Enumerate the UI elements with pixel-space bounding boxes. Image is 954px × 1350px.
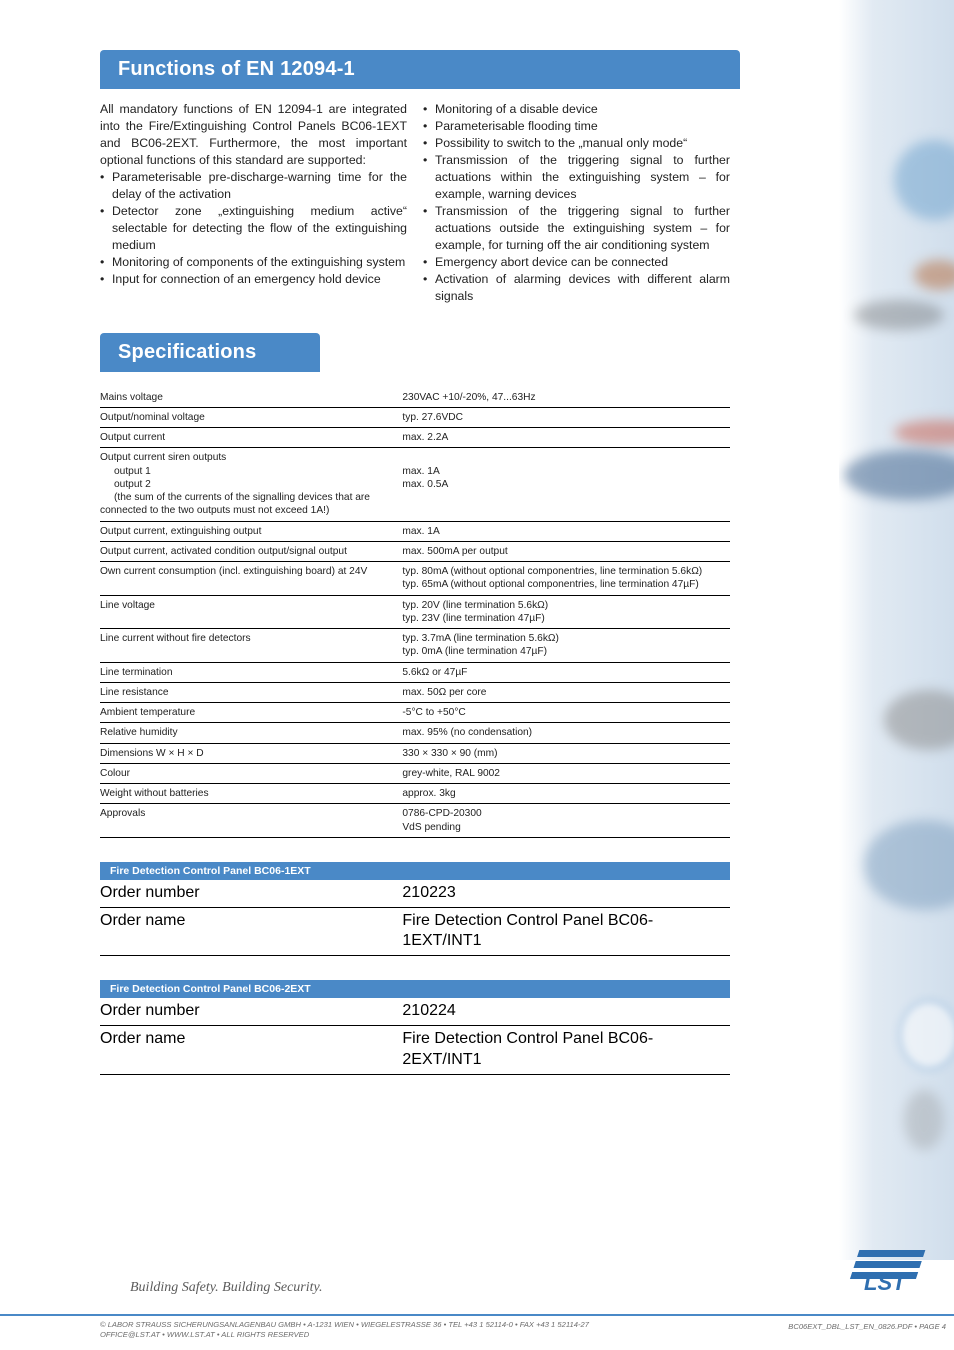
functions-body: All mandatory functions of EN 12094-1 ar…: [100, 101, 730, 305]
spec-row: Mains voltage230VAC +10/-20%, 47...63Hz: [100, 388, 730, 408]
footer-bar: [0, 1314, 954, 1316]
spec-value: max. 2.2A: [402, 431, 730, 444]
spec-value: 330 × 330 × 90 (mm): [402, 747, 730, 760]
specs-header: Specifications: [100, 333, 320, 372]
svg-text:LST: LST: [864, 1270, 907, 1294]
spec-value: approx. 3kg: [402, 787, 730, 800]
spec-label: Weight without batteries: [100, 787, 402, 800]
order1-name-label: Order name: [100, 911, 402, 932]
specs-table: Mains voltage230VAC +10/-20%, 47...63HzO…: [100, 388, 730, 838]
spec-row: Line voltagetyp. 20V (line termination 5…: [100, 596, 730, 630]
spec-value: typ. 3.7mA (line termination 5.6kΩ)typ. …: [402, 632, 730, 659]
order1-num-value: 210223: [402, 883, 730, 904]
order2-num-label: Order number: [100, 1001, 402, 1022]
order2-name-label: Order name: [100, 1029, 402, 1050]
spec-row: Output currentmax. 2.2A: [100, 428, 730, 448]
spec-value: max. 500mA per output: [402, 545, 730, 558]
lst-logo: LST: [838, 1248, 934, 1294]
spec-label: Line resistance: [100, 686, 402, 699]
order-block-2: Fire Detection Control Panel BC06-2EXT O…: [100, 980, 730, 1074]
spec-value: typ. 27.6VDC: [402, 411, 730, 424]
function-item: Monitoring of components of the extingui…: [100, 254, 407, 271]
function-item: Transmission of the triggering signal to…: [423, 203, 730, 254]
functions-header: Functions of EN 12094-1: [100, 50, 740, 89]
spec-row: Own current consumption (incl. extinguis…: [100, 562, 730, 596]
spec-row: Output current, extinguishing outputmax.…: [100, 522, 730, 542]
spec-value: max. 50Ω per core: [402, 686, 730, 699]
spec-label: Line current without fire detectors: [100, 632, 402, 645]
order2-num-value: 210224: [402, 1001, 730, 1022]
spec-row: Relative humiditymax. 95% (no condensati…: [100, 723, 730, 743]
spec-label: Relative humidity: [100, 726, 402, 739]
function-item: Monitoring of a disable device: [423, 101, 730, 118]
order-block-1: Fire Detection Control Panel BC06-1EXT O…: [100, 862, 730, 956]
spec-label: Output current, extinguishing output: [100, 525, 402, 538]
function-item: Parameterisable pre-discharge-warning ti…: [100, 169, 407, 203]
footer-line2: OFFICE@LST.AT • WWW.LST.AT • ALL RIGHTS …: [100, 1330, 309, 1339]
spec-row: Ambient temperature-5°C to +50°C: [100, 703, 730, 723]
spec-value: grey-white, RAL 9002: [402, 767, 730, 780]
spec-row: Line termination5.6kΩ or 47µF: [100, 663, 730, 683]
spec-value: typ. 80mA (without optional componentrie…: [402, 565, 730, 592]
function-item: Parameterisable flooding time: [423, 118, 730, 135]
function-item: Activation of alarming devices with diff…: [423, 271, 730, 305]
spec-row: Output/nominal voltagetyp. 27.6VDC: [100, 408, 730, 428]
order1-num-label: Order number: [100, 883, 402, 904]
tagline: Building Safety. Building Security.: [130, 1280, 322, 1296]
spec-row: Dimensions W × H × D330 × 330 × 90 (mm): [100, 744, 730, 764]
function-item: Emergency abort device can be connected: [423, 254, 730, 271]
spec-label: Dimensions W × H × D: [100, 747, 402, 760]
spec-label: Own current consumption (incl. extinguis…: [100, 565, 402, 578]
footer-right: BC06EXT_DBL_LST_EN_0826.PDF • PAGE 4: [788, 1322, 946, 1331]
order2-header: Fire Detection Control Panel BC06-2EXT: [100, 980, 730, 998]
spec-row: Output current, activated condition outp…: [100, 542, 730, 562]
order2-name-value: Fire Detection Control Panel BC06-2EXT/I…: [402, 1029, 730, 1071]
spec-value: max. 1A: [402, 525, 730, 538]
spec-label: Colour: [100, 767, 402, 780]
functions-intro: All mandatory functions of EN 12094-1 ar…: [100, 102, 407, 167]
spec-row: Line resistancemax. 50Ω per core: [100, 683, 730, 703]
function-item: Input for connection of an emergency hol…: [100, 271, 407, 288]
spec-value: typ. 20V (line termination 5.6kΩ)typ. 23…: [402, 599, 730, 626]
spec-label: Ambient temperature: [100, 706, 402, 719]
spec-value: 230VAC +10/-20%, 47...63Hz: [402, 391, 730, 404]
function-item: Detector zone „extinguishing medium acti…: [100, 203, 407, 254]
spec-value: max. 95% (no condensation): [402, 726, 730, 739]
spec-label: Line termination: [100, 666, 402, 679]
spec-label: Output current: [100, 431, 402, 444]
order1-name-value: Fire Detection Control Panel BC06-1EXT/I…: [402, 911, 730, 953]
spec-row: Output current siren outputsoutput 1outp…: [100, 448, 730, 521]
spec-row: Line current without fire detectorstyp. …: [100, 629, 730, 663]
footer-text: © LABOR STRAUSS SICHERUNGSANLAGENBAU GMB…: [100, 1320, 589, 1340]
function-item: Transmission of the triggering signal to…: [423, 152, 730, 203]
spec-label: Mains voltage: [100, 391, 402, 404]
spec-row: Weight without batteriesapprox. 3kg: [100, 784, 730, 804]
spec-label: Line voltage: [100, 599, 402, 612]
footer-line1: © LABOR STRAUSS SICHERUNGSANLAGENBAU GMB…: [100, 1320, 589, 1329]
functions-right-col: Monitoring of a disable deviceParameteri…: [423, 101, 730, 305]
spec-label: Output current, activated condition outp…: [100, 545, 402, 558]
spec-label: Approvals: [100, 807, 402, 820]
function-item: Possibility to switch to the „manual onl…: [423, 135, 730, 152]
spec-row: Colourgrey-white, RAL 9002: [100, 764, 730, 784]
spec-label: Output/nominal voltage: [100, 411, 402, 424]
decorative-right-strip: [839, 0, 954, 1260]
spec-value: 5.6kΩ or 47µF: [402, 666, 730, 679]
spec-row: Approvals0786-CPD-20300VdS pending: [100, 804, 730, 838]
order1-header: Fire Detection Control Panel BC06-1EXT: [100, 862, 730, 880]
spec-value: 0786-CPD-20300VdS pending: [402, 807, 730, 834]
functions-left-col: All mandatory functions of EN 12094-1 ar…: [100, 101, 407, 305]
spec-value: -5°C to +50°C: [402, 706, 730, 719]
